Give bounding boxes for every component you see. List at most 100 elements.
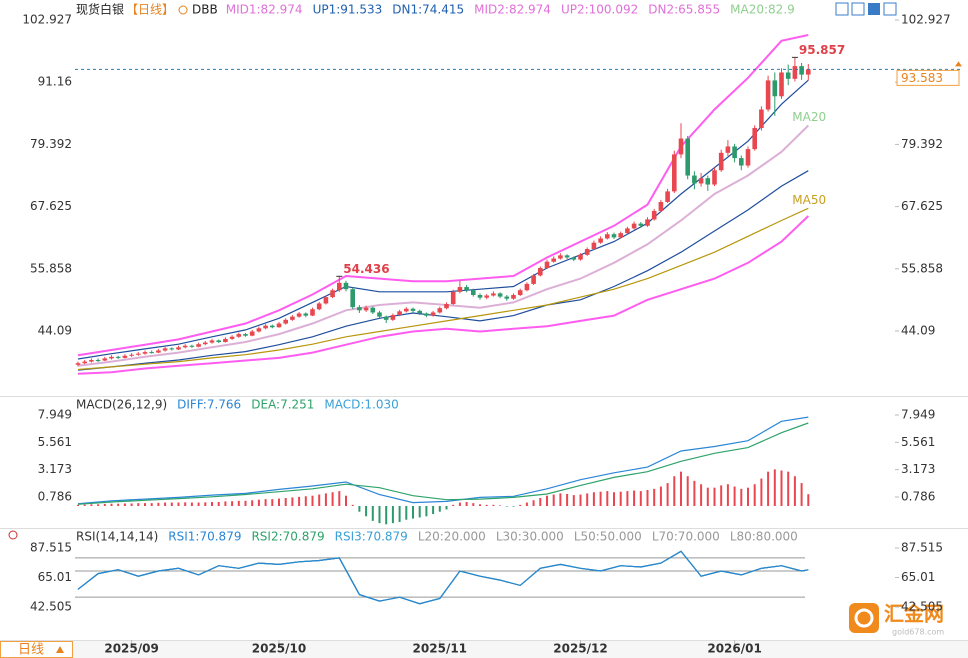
macd-bar <box>324 493 327 506</box>
logo-sub: gold678.com <box>892 628 944 637</box>
macd-bar <box>559 493 562 506</box>
candle-body <box>450 291 456 304</box>
macd-bar <box>204 502 207 506</box>
candle-body <box>658 201 664 211</box>
y-tick-label-left: 87.515 <box>30 541 72 555</box>
macd-bar <box>700 484 703 506</box>
candle-body <box>578 254 583 260</box>
candle-body <box>283 319 288 324</box>
macd-bar <box>693 480 696 506</box>
macd-bar <box>807 494 810 506</box>
line-series <box>77 170 809 371</box>
macd-bar <box>425 505 428 517</box>
last-price-box <box>896 69 960 86</box>
candle-body <box>350 289 355 308</box>
candle-body <box>558 255 563 259</box>
instrument-title: 现货白银 <box>76 2 124 17</box>
x-tick-label: 2025/12 <box>553 642 607 656</box>
macd-bar <box>505 505 508 507</box>
macd-bar <box>499 505 502 506</box>
settings-icon[interactable] <box>8 530 18 540</box>
candle-body <box>316 303 322 310</box>
candle-body <box>122 355 128 358</box>
macd-bar <box>479 504 481 506</box>
tool-chart[interactable] <box>868 3 880 15</box>
tool-zoom[interactable] <box>851 2 865 16</box>
y-tick-label-left: 3.173 <box>38 462 72 476</box>
macd-bar <box>164 502 167 506</box>
tool-settings[interactable] <box>883 2 897 16</box>
candle-body <box>229 336 235 339</box>
macd-bar <box>592 492 595 506</box>
macd-bar <box>345 495 347 506</box>
logo-text: 汇金网 <box>884 602 944 626</box>
candle-body <box>524 283 530 291</box>
x-tick-label: 2025/09 <box>104 642 158 656</box>
macd-bar <box>465 501 468 506</box>
macd-bar <box>123 503 126 506</box>
macd-bar <box>224 501 227 506</box>
candle-body <box>142 352 148 354</box>
y-tick-label-left: 7.949 <box>38 407 72 421</box>
candle-body <box>504 296 510 299</box>
macd-bar <box>666 483 669 506</box>
macd-bar <box>257 499 260 506</box>
candle-body <box>276 323 282 328</box>
candle-body <box>383 316 389 320</box>
y-tick-label-left: 102.927 <box>22 13 72 27</box>
macd-bar <box>579 494 582 506</box>
toolbar <box>835 2 897 16</box>
period-button[interactable]: 日线 <box>0 641 73 658</box>
candle-body <box>497 293 503 297</box>
candle-body <box>236 334 242 337</box>
period-button-arrow[interactable] <box>56 646 64 653</box>
legend-entry: MID1:82.974 <box>226 3 303 17</box>
macd-bar <box>747 487 749 506</box>
y-tick-label-left: 91.16 <box>38 75 72 89</box>
macd-bar <box>278 498 280 506</box>
macd-bar <box>97 504 100 506</box>
legend-entry: L80:80.000 <box>730 530 798 544</box>
series-label: MA20 <box>792 110 826 124</box>
legend-entry: MACD:1.030 <box>324 398 398 412</box>
y-tick-label-left: 0.786 <box>38 489 72 503</box>
candle-body <box>531 275 536 284</box>
y-tick-label: 7.949 <box>901 407 935 421</box>
candle-body <box>705 178 711 185</box>
candle-body <box>176 347 181 350</box>
series-label: MA50 <box>792 193 826 207</box>
macd-bar <box>572 495 575 506</box>
macd-bar <box>773 469 776 506</box>
macd-bar <box>546 495 548 506</box>
candle-body <box>149 352 154 354</box>
macd-bar <box>284 497 287 506</box>
macd-bar <box>472 503 475 506</box>
candle-body <box>591 242 597 250</box>
last-price-label: 93.583 <box>901 71 943 85</box>
candle-body <box>75 363 81 365</box>
macd-bar <box>264 499 267 506</box>
legend-entry: L30:30.000 <box>496 530 564 544</box>
tool-move[interactable] <box>835 2 849 16</box>
y-tick-label: 55.858 <box>901 261 943 275</box>
legend-entry: RSI3:70.879 <box>335 530 408 544</box>
candle-body <box>430 312 436 316</box>
macd-bar <box>659 486 662 506</box>
macd-bar <box>800 483 803 506</box>
candle-body <box>337 282 342 291</box>
macd-bar <box>405 505 408 520</box>
logo-mark <box>854 608 874 628</box>
macd-bar <box>633 490 636 506</box>
macd-bar <box>760 478 763 506</box>
macd-bar <box>412 505 414 519</box>
candle-body <box>136 353 141 355</box>
macd-bar <box>177 502 180 506</box>
candle-body <box>538 268 543 276</box>
candle-body <box>169 348 175 350</box>
line-series <box>77 79 809 360</box>
candle-body <box>129 354 134 356</box>
candle-body <box>725 146 731 153</box>
period-button-label[interactable]: 日线 <box>18 643 44 658</box>
candle-body <box>437 308 443 313</box>
candle-body <box>605 234 610 239</box>
